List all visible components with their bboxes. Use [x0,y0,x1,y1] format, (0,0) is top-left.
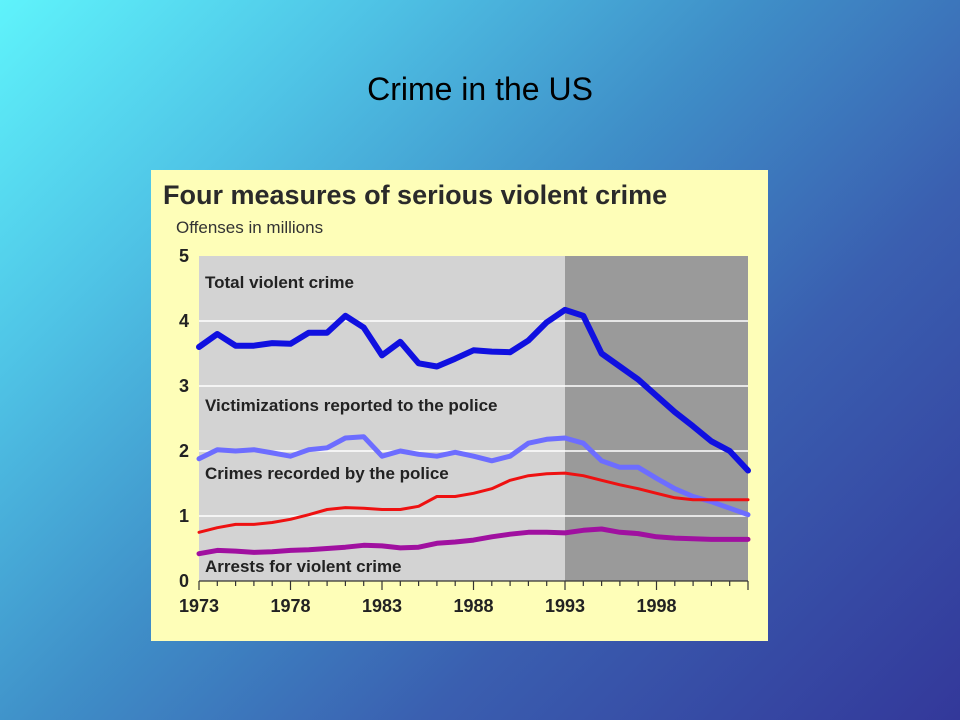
y-axis-label: Offenses in millions [176,218,323,237]
y-tick-label: 3 [179,376,189,396]
y-tick-labels: 0 1 2 3 4 5 [179,246,189,591]
series-label-1: Total violent crime [205,273,354,292]
y-tick-label: 2 [179,441,189,461]
x-tick-label: 1988 [453,596,493,616]
y-tick-label: 5 [179,246,189,266]
series-label-3: Crimes recorded by the police [205,464,449,483]
x-tick-label: 1998 [636,596,676,616]
x-tick-label: 1973 [179,596,219,616]
series-label-4: Arrests for violent crime [205,557,402,576]
series-labels: Total violent crime Victimizations report… [205,273,498,576]
series-label-2: Victimizations reported to the police [205,396,498,415]
series-line-1 [196,306,751,474]
x-tick-label: 1993 [545,596,585,616]
series-line-4 [196,526,751,557]
slide-title: Crime in the US [367,71,593,107]
series-line-3 [197,471,750,534]
x-tick-label: 1983 [362,596,402,616]
y-tick-label: 1 [179,506,189,526]
gridlines [198,320,749,590]
series-line-2 [196,434,751,518]
chart-title: Four measures of serious violent crime [163,180,667,210]
shaded-region [565,256,748,581]
y-tick-label: 0 [179,571,189,591]
chart-panel: Four measures of serious violent crime O… [151,170,768,641]
x-tick-label: 1978 [270,596,310,616]
series-lines [196,306,751,557]
x-tick-labels: 1973 1978 1983 1988 1993 1998 [179,596,677,616]
y-tick-label: 4 [179,311,189,331]
crime-line-chart: Four measures of serious violent crime O… [163,180,751,616]
